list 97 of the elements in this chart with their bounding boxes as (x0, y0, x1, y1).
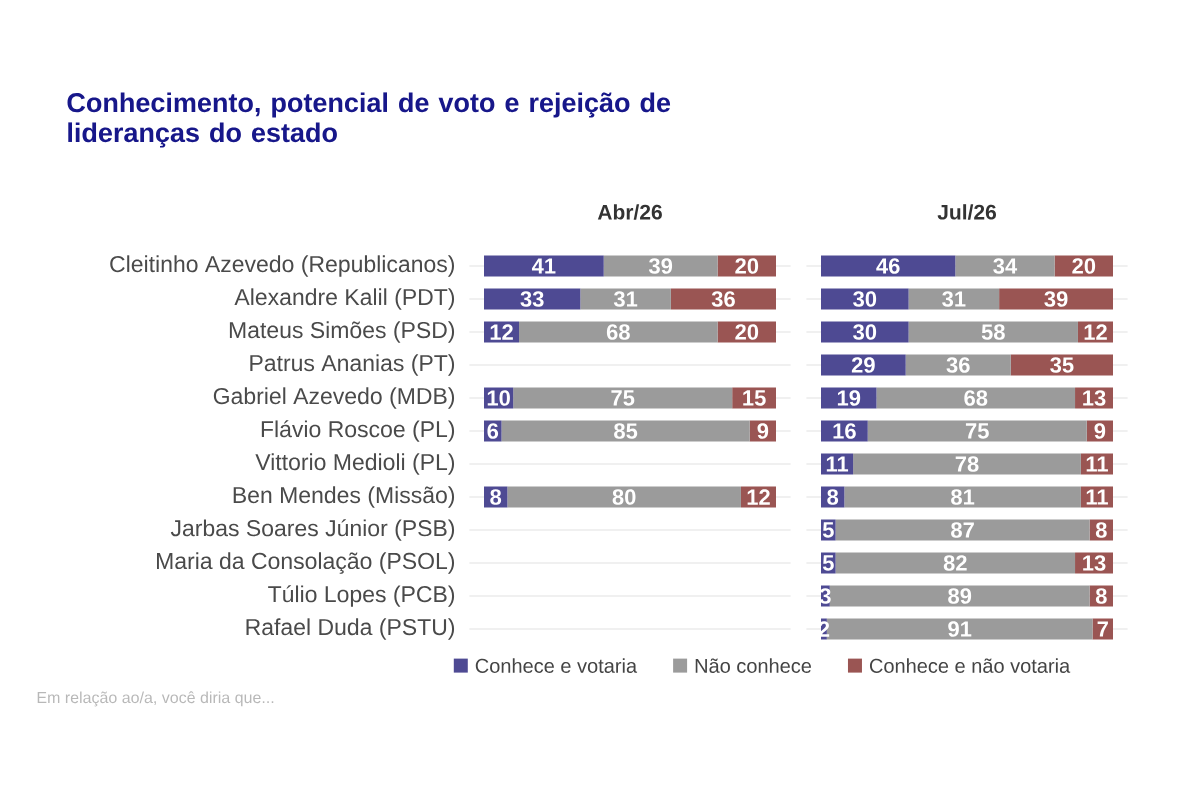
data-label: 68 (964, 390, 988, 406)
text: Em relação ao/a, você diria que... (37, 691, 274, 707)
y-tick-label: Ben Mendes (Missão) (233, 486, 455, 508)
data-label: 89 (948, 588, 972, 604)
data-label: 35 (1050, 357, 1074, 373)
data-label: 8 (1095, 522, 1107, 538)
data-label: 19 (837, 390, 861, 406)
bar (580, 288, 671, 310)
data-label: 11 (826, 456, 849, 472)
data-label: 7 (1097, 621, 1108, 637)
data-label: 8 (1095, 588, 1107, 604)
data-label: 34 (993, 258, 1018, 274)
data-label: 39 (1044, 291, 1068, 307)
bar (821, 288, 909, 310)
data-label: 30 (853, 324, 877, 340)
bar (999, 288, 1113, 310)
data-label: 33 (520, 291, 544, 307)
data-label: 13 (1083, 390, 1106, 406)
bar (829, 585, 1090, 607)
y-tick-label: Vittorio Medioli (PL) (255, 453, 455, 475)
data-label: 5 (822, 522, 834, 538)
bar (908, 321, 1078, 343)
chart-title: Jul/26 (937, 204, 997, 220)
data-label: 78 (955, 456, 979, 472)
data-label: 12 (490, 324, 513, 340)
data-label: 20 (1072, 258, 1096, 274)
data-label: 91 (948, 621, 972, 637)
data-label: 20 (735, 324, 759, 340)
data-label: 29 (851, 357, 875, 373)
bar (513, 387, 733, 409)
bar (908, 288, 1000, 310)
data-label: 75 (965, 423, 989, 439)
bar (821, 255, 956, 277)
data-label: 58 (981, 324, 1005, 340)
data-label: 11 (1086, 456, 1108, 472)
data-label: 39 (648, 258, 673, 274)
bar (821, 321, 909, 343)
bar (853, 453, 1081, 475)
data-label: 20 (735, 258, 759, 274)
data-label: 13 (1083, 555, 1106, 571)
data-label: 75 (611, 390, 635, 406)
bar (484, 255, 604, 277)
y-tick-label: Alexandre Kalil (PDT) (234, 288, 455, 310)
data-label: 8 (827, 489, 839, 505)
data-label: 15 (743, 390, 766, 406)
data-label: 12 (747, 489, 770, 505)
data-label: 3 (819, 588, 831, 604)
bar (519, 321, 718, 343)
y-tick-label: Cleitinho Azevedo (Republicanos) (110, 255, 455, 277)
data-label: 12 (1084, 324, 1107, 340)
data-label: 82 (943, 555, 967, 571)
data-label: 11 (1086, 489, 1108, 505)
bar (1010, 354, 1113, 376)
y-tick-label: Mateus Simões (PSD) (229, 321, 455, 343)
data-label: 81 (951, 489, 975, 505)
data-label: 80 (612, 489, 636, 505)
data-label: 10 (487, 390, 510, 406)
data-label: 6 (487, 423, 499, 439)
y-tick-label: Flávio Roscoe (PL) (261, 420, 455, 442)
bar (835, 519, 1090, 541)
data-label: 9 (757, 423, 769, 439)
y-tick-label: Jarbas Soares Júnior (PSB) (170, 519, 455, 541)
data-label: 31 (613, 291, 638, 307)
legend-label: Não conhece (695, 658, 812, 673)
y-tick-label: Túlio Lopes (PCB) (268, 585, 455, 607)
bar (507, 486, 741, 508)
data-label: 16 (833, 423, 856, 439)
bar (670, 288, 776, 310)
data-label: 31 (942, 291, 966, 307)
data-label: 46 (876, 258, 900, 274)
bar (844, 486, 1081, 508)
bar (835, 552, 1076, 574)
chart-title: Abr/26 (597, 204, 662, 220)
data-label: 85 (614, 423, 638, 439)
data-label: 5 (822, 555, 834, 571)
bar (501, 420, 750, 442)
bar (955, 255, 1055, 277)
data-label: 30 (853, 291, 877, 307)
data-label: 36 (946, 357, 970, 373)
bar (603, 255, 718, 277)
text: Conhecimento, potencial de voto e rejeição de lideranças do estado (67, 92, 671, 148)
y-tick-label: Maria da Consolação (PSOL) (157, 552, 455, 574)
bar (905, 354, 1011, 376)
bar (867, 420, 1087, 442)
y-tick-label: Patrus Ananias (PT) (250, 354, 455, 376)
bar (876, 387, 1076, 409)
data-label: 41 (531, 258, 556, 274)
legend-label: Conhece e não votaria (869, 658, 1071, 673)
bar (484, 288, 581, 310)
data-label: 9 (1094, 423, 1106, 439)
y-tick-label: Gabriel Azevedo (MDB) (213, 387, 455, 409)
data-label: 68 (606, 324, 630, 340)
data-label: 36 (711, 291, 735, 307)
y-tick-label: Rafael Duda (PSTU) (246, 618, 455, 640)
data-label: 8 (490, 489, 502, 505)
data-label: 87 (951, 522, 974, 538)
legend-label: Conhece e votaria (475, 658, 638, 673)
